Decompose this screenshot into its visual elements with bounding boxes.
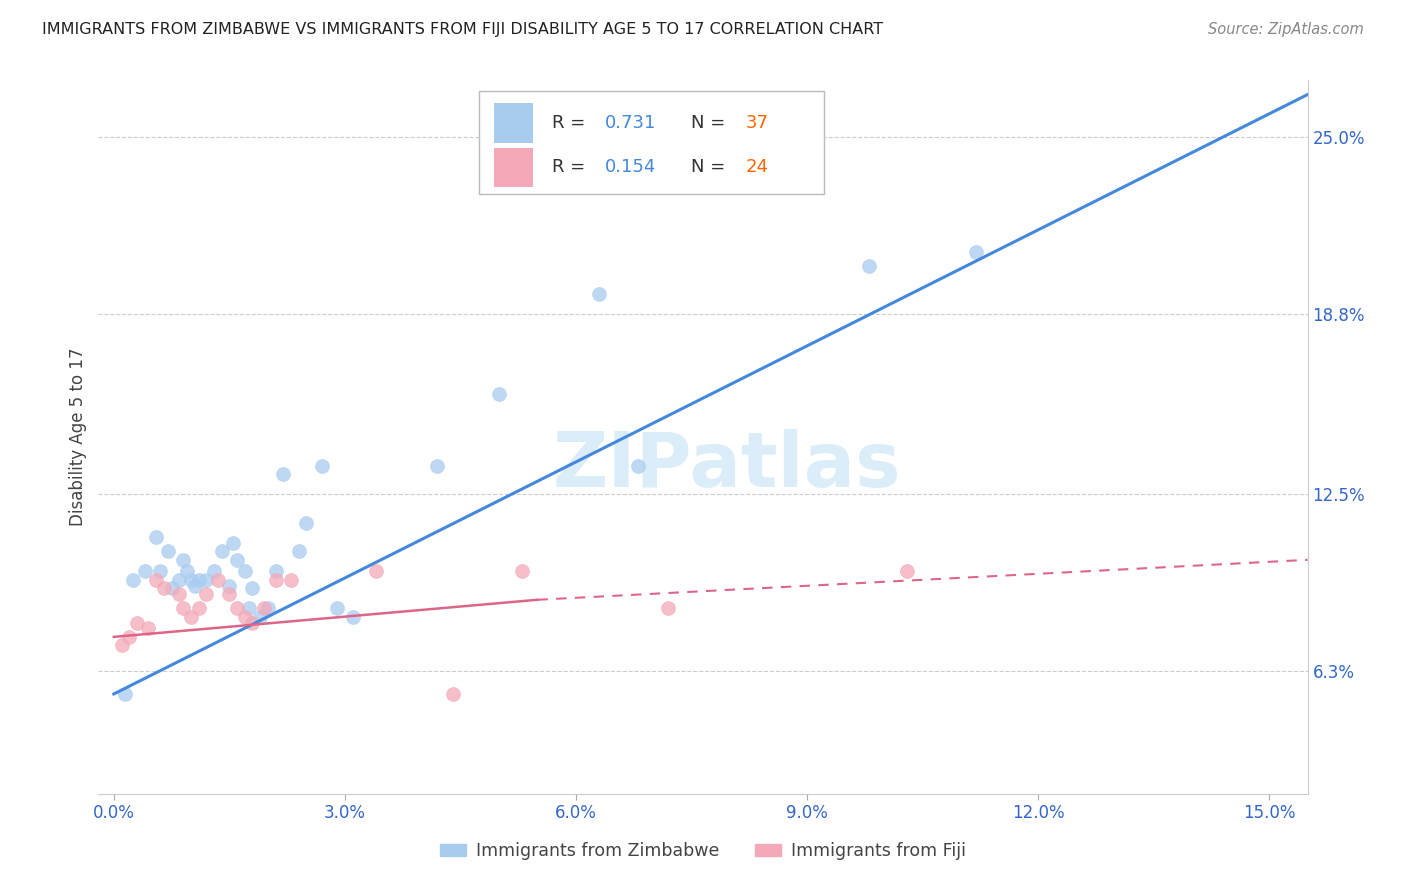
Point xyxy=(180,610,202,624)
Point xyxy=(160,582,183,596)
Point xyxy=(187,601,209,615)
Point xyxy=(153,582,176,596)
Point xyxy=(122,573,145,587)
Point xyxy=(233,610,256,624)
Point xyxy=(510,564,533,578)
Point xyxy=(222,535,245,549)
Point xyxy=(218,587,240,601)
Point xyxy=(138,621,160,635)
Point xyxy=(202,564,225,578)
Point xyxy=(342,610,364,624)
FancyBboxPatch shape xyxy=(494,103,533,143)
Point xyxy=(426,458,449,473)
Text: R =: R = xyxy=(551,114,591,132)
Point xyxy=(145,530,167,544)
Point xyxy=(125,615,148,630)
Text: ZIPatlas: ZIPatlas xyxy=(553,429,901,502)
Point xyxy=(226,553,249,567)
Point xyxy=(264,564,287,578)
Point xyxy=(176,564,198,578)
Point xyxy=(271,467,294,482)
Point xyxy=(588,287,610,301)
Text: 0.154: 0.154 xyxy=(605,159,657,177)
Point xyxy=(242,582,264,596)
FancyBboxPatch shape xyxy=(479,91,824,194)
Text: Source: ZipAtlas.com: Source: ZipAtlas.com xyxy=(1208,22,1364,37)
Point xyxy=(114,687,136,701)
Text: 37: 37 xyxy=(745,114,768,132)
Text: N =: N = xyxy=(690,114,731,132)
Point xyxy=(238,601,260,615)
Point xyxy=(172,601,194,615)
Point xyxy=(211,544,233,558)
Point xyxy=(226,601,249,615)
Point xyxy=(295,516,318,530)
Point xyxy=(326,601,349,615)
Text: 0.731: 0.731 xyxy=(605,114,657,132)
Point xyxy=(896,564,918,578)
Point xyxy=(965,244,987,259)
Point xyxy=(180,573,202,587)
Point xyxy=(134,564,156,578)
Point xyxy=(311,458,333,473)
Text: N =: N = xyxy=(690,159,731,177)
Point xyxy=(280,573,302,587)
Point xyxy=(110,639,132,653)
Point xyxy=(156,544,179,558)
Text: IMMIGRANTS FROM ZIMBABWE VS IMMIGRANTS FROM FIJI DISABILITY AGE 5 TO 17 CORRELAT: IMMIGRANTS FROM ZIMBABWE VS IMMIGRANTS F… xyxy=(42,22,883,37)
Point xyxy=(257,601,280,615)
Point xyxy=(249,610,271,624)
Point xyxy=(207,573,229,587)
Point xyxy=(149,564,172,578)
Point xyxy=(195,573,218,587)
Point xyxy=(169,573,191,587)
Text: R =: R = xyxy=(551,159,591,177)
Y-axis label: Disability Age 5 to 17: Disability Age 5 to 17 xyxy=(69,348,87,526)
Point xyxy=(253,601,276,615)
Point xyxy=(488,387,510,401)
Point xyxy=(183,578,205,592)
Point xyxy=(264,573,287,587)
Point xyxy=(657,601,679,615)
Point xyxy=(242,615,264,630)
Legend: Immigrants from Zimbabwe, Immigrants from Fiji: Immigrants from Zimbabwe, Immigrants fro… xyxy=(433,836,973,867)
Point xyxy=(172,553,194,567)
Point xyxy=(364,564,387,578)
Point xyxy=(626,458,648,473)
Point xyxy=(118,630,141,644)
Point xyxy=(218,578,240,592)
Point xyxy=(233,564,256,578)
Point xyxy=(441,687,464,701)
Point xyxy=(195,587,218,601)
Point xyxy=(169,587,191,601)
Point xyxy=(145,573,167,587)
Point xyxy=(187,573,209,587)
Point xyxy=(287,544,309,558)
Text: 24: 24 xyxy=(745,159,768,177)
FancyBboxPatch shape xyxy=(494,148,533,187)
Point xyxy=(858,259,880,273)
